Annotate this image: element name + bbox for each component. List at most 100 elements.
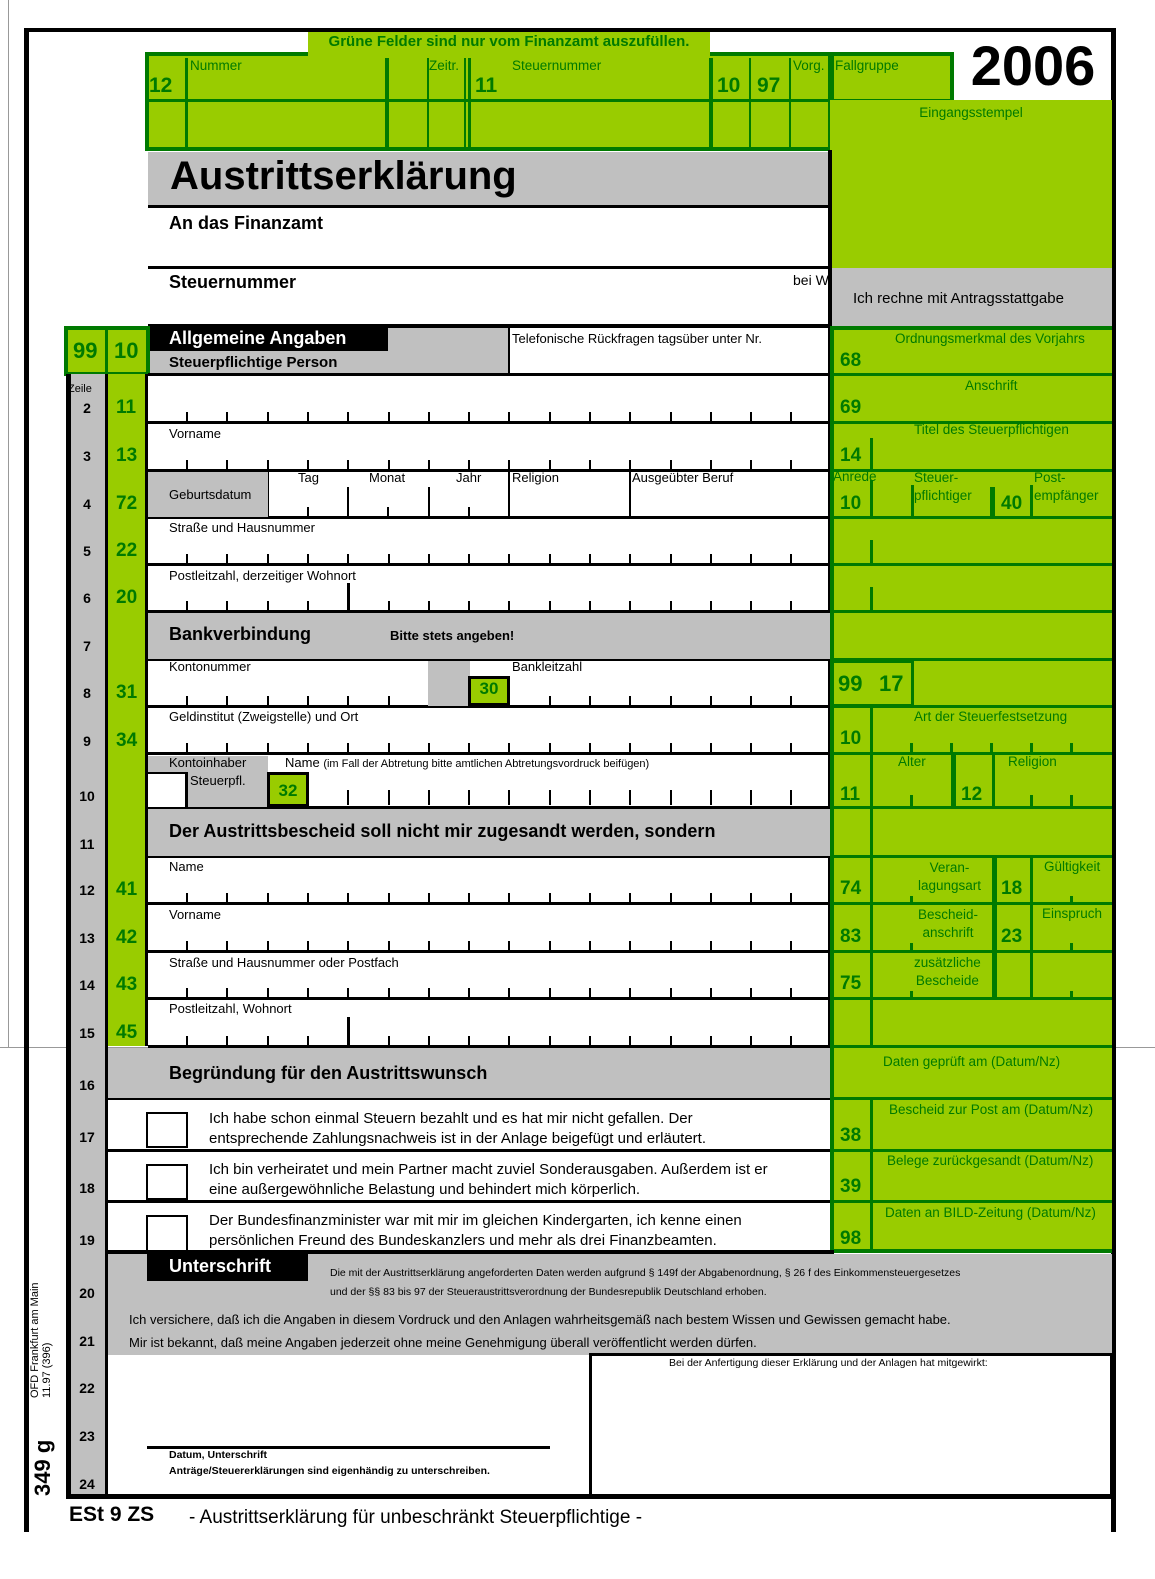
row-number: 17 xyxy=(79,1129,95,1145)
rule xyxy=(508,328,510,374)
code-40: 40 xyxy=(1001,493,1023,514)
text-input[interactable] xyxy=(150,724,826,751)
steuernummer-input[interactable] xyxy=(148,295,830,325)
recipient-title: Der Austrittsbescheid soll nicht mir zug… xyxy=(169,821,716,841)
tick-mark xyxy=(428,601,430,610)
tick-mark xyxy=(670,554,672,563)
text-input[interactable] xyxy=(150,392,826,420)
rule xyxy=(148,563,832,566)
tick-mark xyxy=(629,893,631,902)
tick-mark xyxy=(589,790,591,805)
grid-line xyxy=(830,563,1112,566)
label-recipient-name: Name xyxy=(169,859,204,874)
tick-mark xyxy=(508,412,510,421)
signature-field[interactable] xyxy=(147,1360,550,1446)
code-30: 30 xyxy=(479,679,499,698)
tick-mark xyxy=(388,412,390,421)
code-74: 74 xyxy=(840,878,862,899)
signature-title: Unterschrift xyxy=(169,1256,272,1276)
reason-3-checkbox[interactable] xyxy=(146,1215,188,1250)
tick-mark xyxy=(710,941,712,950)
grid-line xyxy=(1030,856,1033,998)
grid-line xyxy=(990,487,995,517)
tick-mark xyxy=(388,460,390,469)
name-label: Name xyxy=(285,755,320,770)
tick-mark xyxy=(589,941,591,950)
grid-line xyxy=(709,58,713,151)
row-number: 7 xyxy=(83,638,91,654)
ofd-date: 11.97 (396) xyxy=(41,1342,53,1398)
tick-mark xyxy=(387,507,389,516)
code-99: 99 xyxy=(73,338,98,363)
tick-mark xyxy=(388,790,390,805)
text-input[interactable] xyxy=(150,582,826,609)
tick-mark xyxy=(549,893,551,902)
code-14: 14 xyxy=(840,445,862,466)
text-input[interactable] xyxy=(150,535,826,562)
grid-line xyxy=(830,610,1112,613)
rule xyxy=(148,705,832,708)
reason-3-line2: persönlichen Freund des Bundeskanzlers u… xyxy=(209,1232,717,1249)
grid-line xyxy=(911,485,914,517)
tick-mark xyxy=(226,743,228,752)
code-38: 38 xyxy=(840,1125,862,1146)
code-10-art: 10 xyxy=(840,728,862,749)
birth-religion-beruf-input[interactable] xyxy=(270,485,826,515)
veran-line2: lagungsart xyxy=(918,878,982,893)
grid-line xyxy=(992,753,995,807)
tick-mark xyxy=(468,941,470,950)
tick-mark xyxy=(910,743,913,753)
tick-mark xyxy=(950,743,953,753)
tick-mark xyxy=(670,460,672,469)
grid-line xyxy=(951,753,956,807)
left-code: 72 xyxy=(116,493,138,514)
besch-line2: anschrift xyxy=(922,925,974,940)
text-input[interactable] xyxy=(150,969,826,996)
text-input[interactable] xyxy=(150,1016,826,1044)
tick-mark xyxy=(468,743,470,752)
helper-label: Bei der Anfertigung dieser Erklärung und… xyxy=(669,1357,988,1369)
label-recipient-plz: Postleitzahl, Wohnort xyxy=(169,1001,292,1016)
rule xyxy=(148,1045,832,1048)
tick-mark xyxy=(428,941,430,950)
telefon-input[interactable] xyxy=(512,348,828,373)
tick-mark xyxy=(750,790,752,805)
rule xyxy=(148,806,832,809)
text-input[interactable] xyxy=(150,921,826,949)
main-right-border xyxy=(828,326,831,1048)
border-top xyxy=(24,28,1116,32)
tick-mark xyxy=(508,790,510,805)
tick-mark xyxy=(508,601,510,610)
bottom-rule xyxy=(66,1494,1114,1499)
row-number: 11 xyxy=(79,836,95,852)
tick-mark xyxy=(750,893,752,902)
kontoinhaber-steuerpfl-checkbox[interactable] xyxy=(148,772,188,807)
tick-mark xyxy=(186,601,188,610)
section-subtitle: Steuerpflichtige Person xyxy=(169,354,338,371)
tick-mark xyxy=(549,941,551,950)
text-input[interactable] xyxy=(150,440,826,468)
tick-mark xyxy=(508,743,510,752)
helper-box[interactable] xyxy=(589,1353,1113,1497)
label-religion: Religion xyxy=(512,470,559,485)
antrag-box xyxy=(830,268,1112,326)
label-bescheidanschrift: Bescheid-anschrift xyxy=(918,906,978,942)
row-number: 13 xyxy=(79,930,95,946)
tick-mark xyxy=(388,1036,390,1045)
tick-mark xyxy=(670,941,672,950)
row-number: 10 xyxy=(79,788,95,804)
reason-1-checkbox[interactable] xyxy=(146,1112,188,1148)
tick-mark xyxy=(468,790,470,805)
grid-line xyxy=(830,997,1112,1000)
reason-2-checkbox[interactable] xyxy=(146,1164,188,1200)
row-number: 5 xyxy=(83,543,91,559)
reason-title: Begründung für den Austrittswunsch xyxy=(169,1063,488,1083)
text-input[interactable] xyxy=(150,874,826,901)
left-code: 22 xyxy=(116,540,138,561)
finanzamt-input[interactable] xyxy=(148,235,830,267)
tick-mark xyxy=(910,943,913,951)
row-number: 3 xyxy=(83,448,91,464)
kontoinhaber-name-input[interactable] xyxy=(310,772,826,805)
tick-mark xyxy=(710,696,712,705)
publication-text: Mir ist bekannt, daß meine Angaben jeder… xyxy=(129,1335,757,1350)
